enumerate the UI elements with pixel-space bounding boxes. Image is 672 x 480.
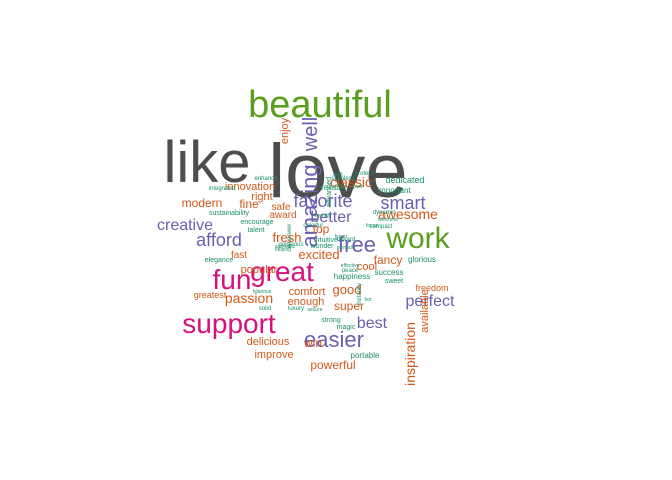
word-excited: excited <box>298 247 339 262</box>
word-support: support <box>182 308 276 339</box>
word-greatest: greatest <box>194 290 227 300</box>
word-friendly: friendly <box>315 213 332 219</box>
word-love: love <box>268 129 407 214</box>
word-reward: reward <box>337 237 355 243</box>
word-modern: modern <box>182 196 223 210</box>
word-popular: popular <box>241 264 278 276</box>
word-win: win <box>303 336 322 350</box>
word-advanced: advanced <box>326 177 333 207</box>
word-best: best <box>357 315 388 332</box>
word-available: available <box>419 289 431 332</box>
word-fast: fast <box>231 250 247 261</box>
word-like: like <box>163 130 250 195</box>
word-gorgeous: gorgeous <box>278 242 303 248</box>
word-portable: portable <box>351 351 380 360</box>
word-powerful: powerful <box>310 358 355 372</box>
word-intuitive: intuitive <box>314 237 338 244</box>
word-delicious: delicious <box>247 336 290 348</box>
word-awesome: awesome <box>378 206 438 222</box>
word-good: good <box>333 282 362 297</box>
word-enough: enough <box>288 296 325 308</box>
word-fun: fun <box>213 264 252 295</box>
word-beautiful: beautiful <box>248 84 392 126</box>
word-hot: hot <box>365 297 373 303</box>
word-passion: passion <box>225 290 273 306</box>
word-strong: strong <box>321 317 341 324</box>
word-instantly: instantly <box>357 283 363 305</box>
word-solid: solid <box>259 306 271 312</box>
word-built: built <box>333 172 343 178</box>
word-magic: magic <box>337 324 356 331</box>
word-right: right <box>251 191 272 203</box>
word-free: free <box>338 232 376 257</box>
word-top: top <box>313 222 330 236</box>
word-reliable: reliable <box>321 183 347 192</box>
word-better: better <box>311 209 353 226</box>
word-freedom: freedom <box>415 283 448 293</box>
word-honor: honor <box>335 234 348 240</box>
word-glorious: glorious <box>408 255 436 264</box>
word-fresh: fresh <box>273 230 302 245</box>
word-luxury: luxury <box>288 306 304 312</box>
word-stainless: stainless <box>331 176 354 182</box>
word-elegance: elegance <box>205 257 234 264</box>
word-enjoy: enjoy <box>279 117 291 144</box>
word-talent: talent <box>247 227 264 234</box>
word-pure: pure <box>353 184 363 190</box>
word-helping: helping <box>275 247 291 253</box>
word-sweet: sweet <box>385 278 403 285</box>
word-dynamic: dynamic <box>373 210 395 216</box>
word-easier: easier <box>304 327 364 352</box>
word-encourage: encourage <box>240 219 273 226</box>
word-protect: protect <box>355 171 374 177</box>
word-important: important <box>377 186 411 195</box>
word-safe: safe <box>272 202 291 213</box>
word-success: success <box>375 268 404 277</box>
word-integrated: integrated <box>209 186 236 192</box>
word-smart: smart <box>381 193 426 213</box>
word-favorite: favorite <box>293 191 352 211</box>
word-fancy: fancy <box>374 253 403 267</box>
word-comfort: comfort <box>289 286 326 298</box>
word-creative: creative <box>157 217 213 234</box>
word-work: work <box>385 222 450 255</box>
word-great: great <box>250 256 314 287</box>
word-colorful: colorful <box>303 223 322 229</box>
word-peace: peace <box>342 268 359 274</box>
word-happiness: happiness <box>334 272 370 281</box>
word-empower: empower <box>287 224 293 249</box>
word-inspiration: inspiration <box>402 322 418 386</box>
word-perfect: perfect <box>406 293 455 310</box>
word-super: super <box>334 299 364 313</box>
word-award: award <box>269 210 296 221</box>
word-well: well <box>300 117 322 152</box>
word-cool: cool <box>357 261 377 273</box>
word-pinnacle: pinnacle <box>337 245 356 251</box>
word-enhance: enhance <box>254 176 278 182</box>
word-welcome: welcome <box>378 217 398 223</box>
word-sustainability: sustainability <box>209 210 250 217</box>
word-effective: effective <box>341 263 360 269</box>
word-secure: secure <box>307 307 322 313</box>
word-innovation: innovation <box>225 181 275 193</box>
word-authentic: authentic <box>275 244 296 250</box>
word-hilarious: hilarious <box>253 289 272 295</box>
word-focus: focus <box>366 223 378 229</box>
word-classic: classic <box>330 174 372 190</box>
word-fine: fine <box>239 197 259 211</box>
word-wonder: wonder <box>310 243 335 250</box>
word-compact: compact <box>370 224 393 230</box>
word-dedicated: dedicated <box>385 175 424 185</box>
word-amazing: amazing <box>297 164 322 247</box>
word-afford: afford <box>196 230 242 250</box>
word-improve: improve <box>254 349 293 361</box>
